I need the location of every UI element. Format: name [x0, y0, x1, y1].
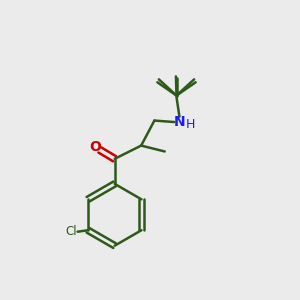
Text: H: H — [186, 118, 195, 131]
Text: N: N — [174, 115, 185, 129]
Text: Cl: Cl — [65, 225, 77, 238]
Text: O: O — [90, 140, 101, 154]
